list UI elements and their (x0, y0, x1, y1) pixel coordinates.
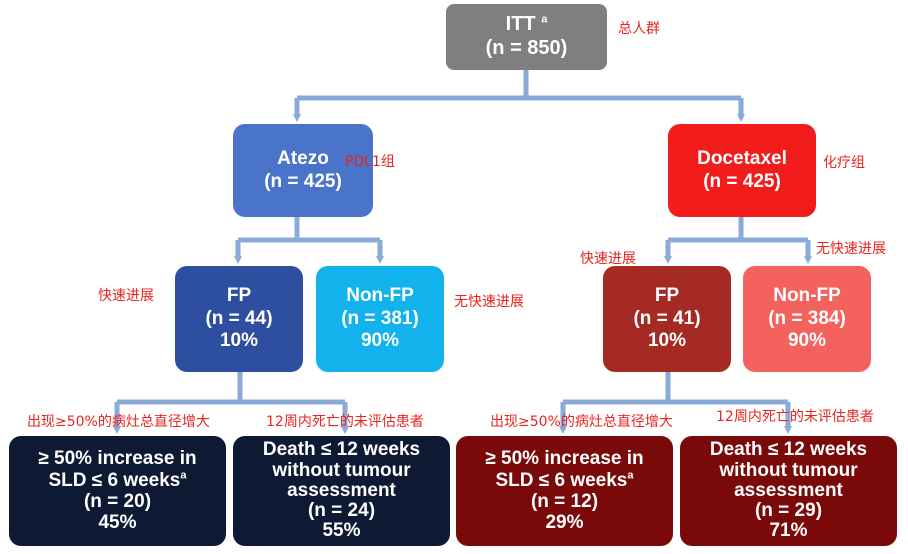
doce-death-pct: 71% (769, 520, 808, 542)
atezo-sld-note: 出现≥50%的病灶总直径增大 (27, 414, 210, 430)
atezo-label: Atezo (277, 148, 329, 170)
atezo-sld-pct: 45% (98, 512, 137, 534)
atezo-sld-box: ≥ 50% increase in SLD ≤ 6 weeksa (n = 20… (9, 436, 226, 546)
atezo-fp-n: (n = 44) (205, 307, 273, 329)
atezo-fp-label: FP (226, 285, 252, 307)
doce-death-box: Death ≤ 12 weeks without tumour assessme… (680, 436, 897, 546)
doce-fp-box: FP (n = 41) 10% (603, 266, 731, 372)
atezo-note: PDL1组 (345, 154, 395, 170)
docetaxel-note: 化疗组 (823, 155, 865, 171)
atezo-nonfp-n: (n = 381) (341, 307, 419, 329)
itt-n: (n = 850) (485, 37, 568, 59)
doce-fp-pct: 10% (647, 330, 687, 352)
doce-sld-note: 出现≥50%的病灶总直径增大 (490, 414, 673, 430)
doce-sld-box: ≥ 50% increase in SLD ≤ 6 weeksa (n = 12… (456, 436, 673, 546)
atezo-box: Atezo (n = 425) (233, 124, 373, 217)
doce-sld-pct: 29% (545, 512, 584, 534)
atezo-nonfp-note: 无快速进展 (454, 294, 524, 310)
doce-death-line1: Death ≤ 12 weeks (709, 439, 868, 461)
doce-nonfp-note: 无快速进展 (816, 241, 886, 257)
docetaxel-label: Docetaxel (697, 148, 787, 170)
docetaxel-n: (n = 425) (703, 170, 781, 192)
atezo-sld-line2-wrap: SLD ≤ 6 weeksa (48, 469, 187, 491)
itt-label-line: ITT a (505, 13, 548, 36)
doce-death-line3: assessment (734, 479, 843, 501)
atezo-sld-n: (n = 20) (83, 491, 152, 512)
itt-note: 总人群 (618, 21, 660, 37)
doce-sld-n: (n = 12) (530, 491, 599, 512)
doce-death-line2: without tumour (719, 459, 858, 481)
atezo-fp-box: FP (n = 44) 10% (175, 266, 303, 372)
doce-nonfp-pct: 90% (787, 330, 827, 352)
atezo-fp-pct: 10% (219, 330, 259, 352)
atezo-sld-line1: ≥ 50% increase in (38, 448, 197, 470)
doce-fp-label: FP (654, 285, 680, 307)
doce-death-n: (n = 29) (754, 500, 823, 522)
atezo-death-pct: 55% (322, 520, 361, 542)
atezo-n: (n = 425) (264, 170, 342, 192)
docetaxel-box: Docetaxel (n = 425) (668, 124, 816, 217)
doce-nonfp-box: Non-FP (n = 384) 90% (743, 266, 871, 372)
atezo-death-line1: Death ≤ 12 weeks (262, 439, 421, 461)
doce-nonfp-label: Non-FP (773, 285, 841, 307)
atezo-death-line3: assessment (287, 479, 396, 501)
atezo-fp-note: 快速进展 (98, 288, 154, 304)
doce-fp-n: (n = 41) (633, 307, 701, 329)
atezo-death-n: (n = 24) (307, 500, 376, 522)
itt-box: ITT a (n = 850) (446, 4, 607, 70)
doce-nonfp-n: (n = 384) (768, 307, 846, 329)
atezo-death-note: 12周内死亡的未评估患者 (266, 414, 424, 430)
doce-death-note: 12周内死亡的未评估患者 (716, 409, 874, 425)
atezo-nonfp-label: Non-FP (346, 285, 414, 307)
doce-fp-note: 快速进展 (580, 251, 636, 267)
doce-sld-line2-wrap: SLD ≤ 6 weeksa (495, 469, 634, 491)
atezo-death-box: Death ≤ 12 weeks without tumour assessme… (233, 436, 450, 546)
atezo-nonfp-pct: 90% (360, 330, 400, 352)
doce-sld-line1: ≥ 50% increase in (485, 448, 644, 470)
atezo-death-line2: without tumour (272, 459, 411, 481)
atezo-nonfp-box: Non-FP (n = 381) 90% (316, 266, 444, 372)
